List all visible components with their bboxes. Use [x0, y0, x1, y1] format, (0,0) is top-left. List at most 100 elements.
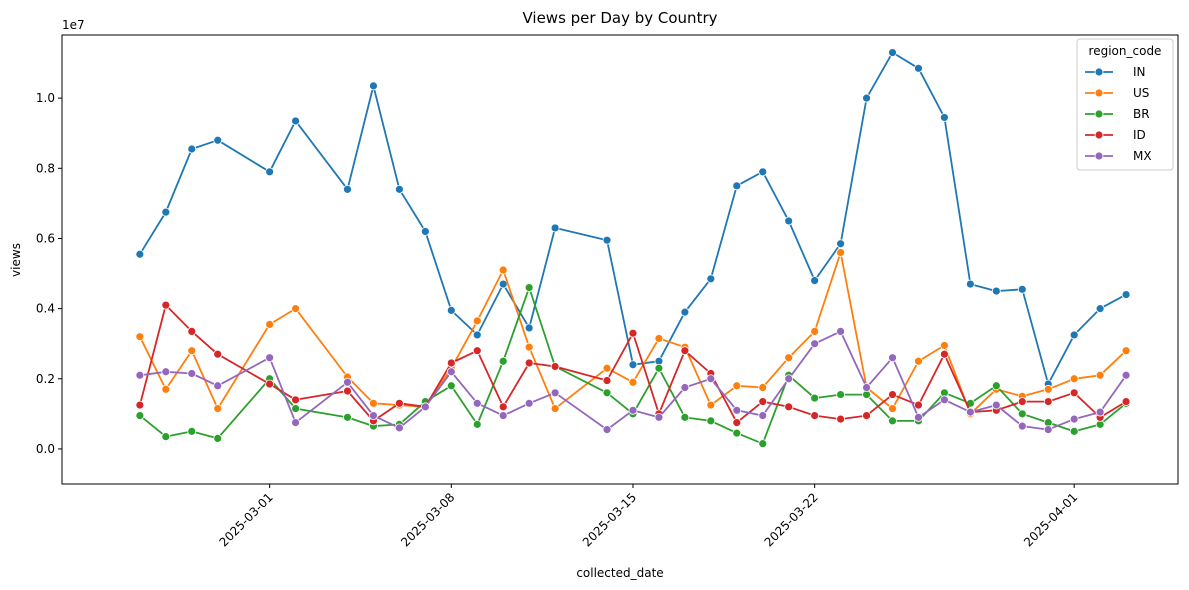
data-point [472, 316, 482, 326]
data-point [524, 323, 534, 333]
legend-marker [1094, 151, 1104, 161]
data-point [369, 81, 378, 91]
data-point [732, 381, 742, 391]
legend-label: BR [1133, 107, 1150, 121]
data-point [914, 400, 923, 410]
legend-marker [1094, 67, 1104, 77]
data-point [602, 376, 612, 385]
data-point [758, 167, 768, 177]
legend-title: region_code [1089, 44, 1162, 58]
data-point [343, 386, 352, 396]
data-point [758, 439, 768, 449]
data-point [706, 416, 716, 426]
data-point [1017, 409, 1027, 419]
data-point [810, 393, 820, 403]
data-point [187, 346, 197, 356]
data-point [1069, 374, 1079, 384]
data-point [369, 411, 378, 420]
data-point [135, 370, 145, 380]
data-point [680, 307, 690, 317]
plot-area [135, 48, 1131, 449]
data-point [628, 360, 638, 370]
data-point [524, 358, 534, 368]
data-point [1095, 304, 1105, 314]
data-point [680, 412, 690, 422]
data-point [758, 411, 768, 420]
data-point [446, 305, 456, 315]
legend-label: MX [1133, 149, 1152, 163]
data-point [965, 279, 975, 289]
data-point [446, 358, 456, 368]
data-point [187, 327, 197, 336]
data-point [836, 248, 846, 257]
data-point [343, 412, 352, 422]
data-point [940, 395, 949, 405]
data-point [810, 411, 820, 420]
data-point [394, 423, 404, 433]
legend-box [1076, 38, 1174, 171]
data-point [420, 402, 430, 412]
data-point [888, 390, 897, 399]
data-point [369, 398, 378, 408]
data-point [862, 411, 871, 420]
y-tick-label: 0.4 [36, 302, 55, 316]
data-point [291, 304, 300, 314]
data-point [732, 405, 742, 415]
data-point [1069, 426, 1079, 436]
data-point [836, 327, 846, 336]
data-point [965, 407, 975, 417]
data-point [940, 341, 949, 350]
legend: region_code IN US BR ID MX [1076, 38, 1174, 171]
data-point [135, 400, 145, 410]
y-scale-label: 1e7 [62, 18, 85, 32]
data-point [1017, 397, 1027, 406]
data-point [888, 416, 897, 426]
data-point [161, 432, 171, 442]
data-point [706, 374, 716, 384]
series-line-us [139, 251, 1127, 415]
data-point [991, 400, 1001, 410]
data-point [213, 135, 223, 145]
x-axis-label: collected_date [576, 566, 663, 580]
legend-marker [1094, 88, 1104, 98]
data-point [602, 425, 612, 435]
data-point [187, 369, 197, 378]
data-point [550, 223, 560, 233]
data-point [654, 334, 664, 343]
data-point [888, 353, 897, 363]
data-point [1017, 421, 1027, 431]
data-point [498, 356, 508, 366]
data-point [213, 433, 223, 443]
data-point [265, 379, 275, 389]
x-tick-label: 2025-03-22 [762, 490, 821, 549]
data-point [628, 328, 638, 338]
data-point [524, 342, 534, 352]
data-point [628, 377, 638, 387]
data-point [784, 374, 794, 384]
data-point [1069, 330, 1079, 340]
data-point [1121, 346, 1131, 356]
data-point [291, 395, 300, 405]
data-point [1095, 407, 1105, 417]
data-point [343, 184, 352, 194]
data-point [758, 397, 768, 406]
y-tick-label: 0.2 [36, 372, 55, 386]
data-point [602, 363, 612, 373]
x-tick-label: 2025-03-08 [398, 490, 457, 549]
data-point [550, 362, 560, 371]
data-point [940, 113, 949, 122]
series-in [135, 48, 1131, 389]
series-br [135, 283, 1131, 449]
data-point [914, 412, 923, 422]
data-point [836, 390, 846, 399]
data-point [135, 249, 145, 259]
data-point [161, 207, 171, 217]
data-point [706, 274, 716, 284]
data-point [498, 265, 508, 275]
data-point [394, 398, 404, 408]
data-point [213, 404, 223, 413]
data-point [524, 283, 534, 292]
x-tick-label: 2025-04-01 [1021, 490, 1080, 549]
legend-marker [1094, 109, 1104, 119]
